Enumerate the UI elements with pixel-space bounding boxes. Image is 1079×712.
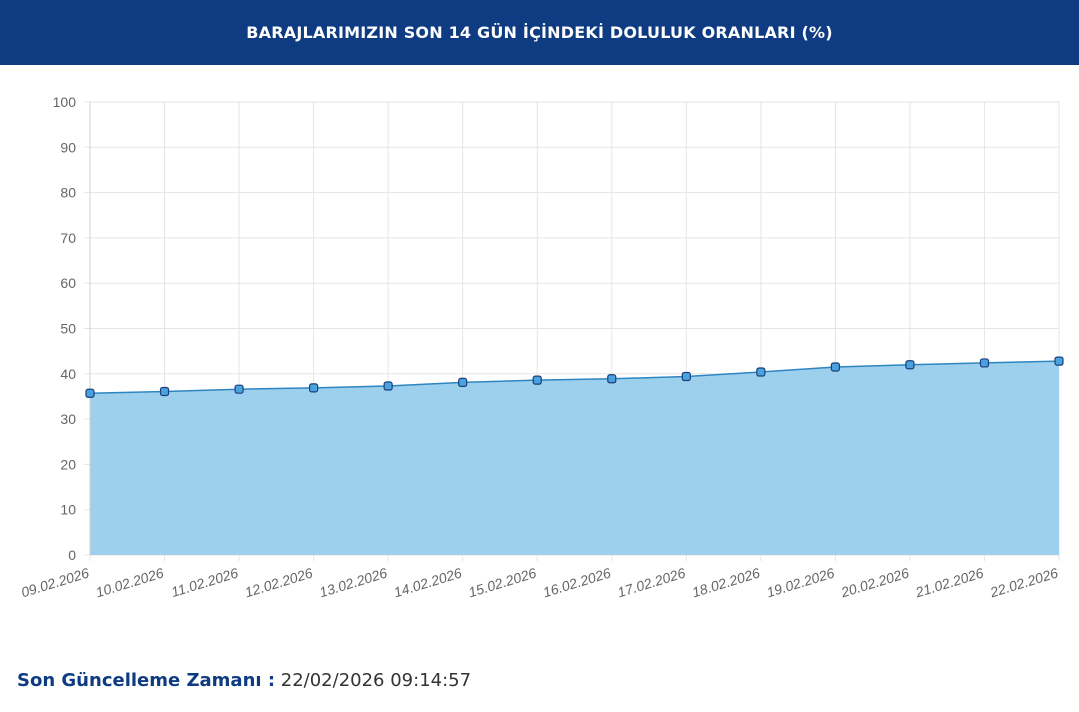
- y-tick-label: 40: [60, 366, 76, 382]
- data-point: [234, 384, 244, 394]
- y-tick-label: 30: [60, 411, 76, 427]
- last-updated-label: Son Güncelleme Zamanı :: [17, 670, 276, 691]
- area-layer: [89, 360, 1060, 555]
- data-point: [607, 374, 617, 384]
- x-tick-label: 20.02.2026: [838, 565, 911, 601]
- y-tick-label: 100: [53, 94, 77, 110]
- data-point: [979, 358, 990, 368]
- x-tick-label: 22.02.2026: [987, 565, 1060, 601]
- y-tick-label: 60: [60, 275, 76, 291]
- x-tick-label: 14.02.2026: [392, 565, 464, 601]
- x-tick-label: 11.02.2026: [169, 565, 240, 601]
- y-tick-label: 70: [60, 230, 76, 246]
- y-tick-label: 80: [60, 185, 76, 201]
- data-point: [309, 383, 319, 393]
- data-point: [383, 381, 393, 391]
- header-bar: BARAJLARIMIZIN SON 14 GÜN İÇİNDEKİ DOLUL…: [0, 0, 1079, 65]
- page-title: BARAJLARIMIZIN SON 14 GÜN İÇİNDEKİ DOLUL…: [246, 23, 833, 42]
- data-point: [905, 360, 915, 370]
- x-tick-label: 17.02.2026: [615, 565, 687, 601]
- data-point: [1054, 356, 1064, 366]
- x-tick-label: 16.02.2026: [541, 565, 613, 601]
- x-tick-label: 12.02.2026: [243, 565, 315, 601]
- data-point: [159, 386, 170, 397]
- x-tick-label: 10.02.2026: [94, 565, 166, 601]
- area-fill: [90, 361, 1059, 555]
- last-updated: Son Güncelleme Zamanı : 22/02/2026 09:14…: [17, 670, 471, 691]
- point-layer: [85, 356, 1064, 398]
- series-line: [89, 360, 1060, 395]
- y-tick-label: 20: [60, 456, 76, 472]
- x-tick-label: 13.02.2026: [317, 565, 389, 601]
- x-tick-label: 09.02.2026: [19, 565, 91, 601]
- data-point: [681, 371, 691, 382]
- y-tick-label: 50: [60, 321, 76, 337]
- y-tick-label: 90: [60, 139, 76, 155]
- dam-occupancy-chart: 0 10 20 30 40 50 60 70 80 90 100 09.02.2026 10.02.20…: [19, 94, 1064, 601]
- chart-container: 0 10 20 30 40 50 60 70 80 90 100 09.02.2026 10.02.20…: [0, 65, 1079, 625]
- x-tick-label: 21.02.2026: [913, 565, 986, 601]
- data-point: [830, 362, 840, 372]
- data-point: [85, 388, 95, 398]
- data-point: [756, 367, 766, 377]
- x-tick-label: 18.02.2026: [690, 565, 762, 601]
- data-point: [532, 375, 542, 385]
- data-point: [458, 377, 468, 388]
- x-tick-label: 15.02.2026: [466, 565, 538, 601]
- x-tick-label: 19.02.2026: [765, 565, 837, 601]
- last-updated-value: 22/02/2026 09:14:57: [280, 670, 472, 691]
- y-tick-label: 10: [60, 502, 76, 518]
- y-tick-label: 0: [68, 547, 76, 563]
